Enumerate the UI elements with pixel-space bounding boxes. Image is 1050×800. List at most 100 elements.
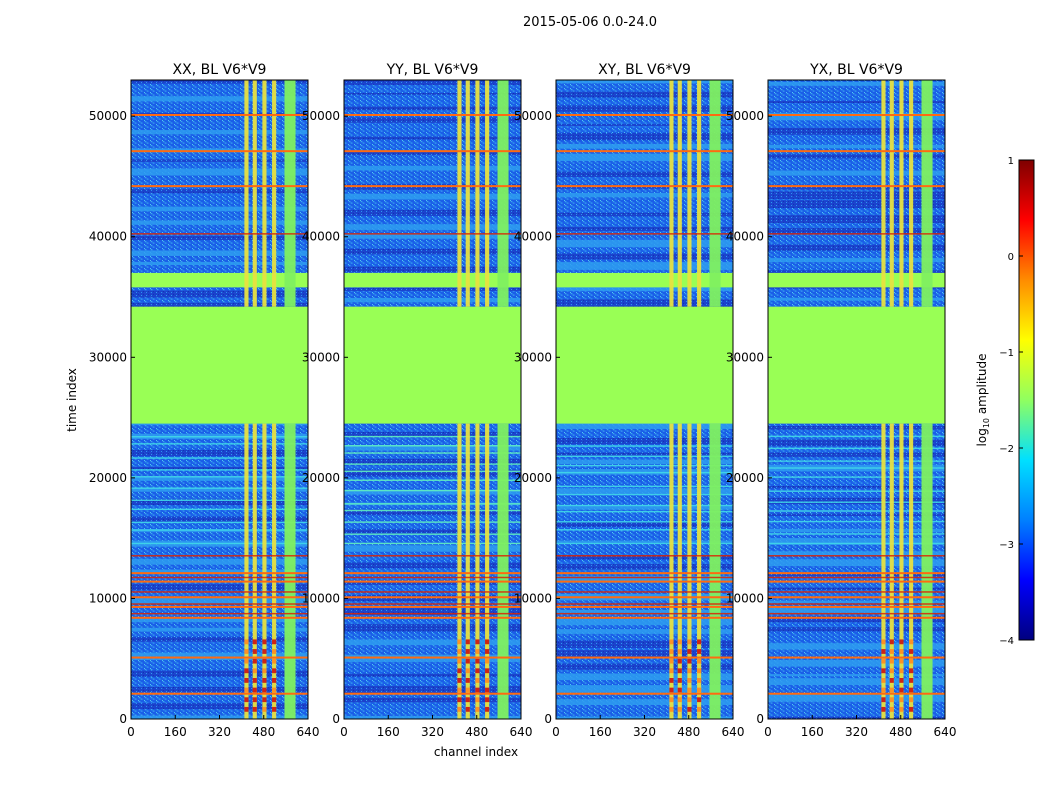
rfi-column (244, 423, 249, 719)
rfi-column (709, 423, 721, 719)
y-tick-label: 50000 (302, 109, 340, 123)
x-tick-label: 480 (465, 725, 488, 739)
rfi-line (344, 113, 521, 116)
colorbar-scale (1018, 159, 1035, 641)
rfi-line (556, 596, 733, 599)
rfi-line (768, 616, 945, 619)
x-tick-label: 160 (377, 725, 400, 739)
rfi-column (497, 80, 509, 307)
x-tick-label: 0 (127, 725, 135, 739)
rfi-column (457, 80, 462, 307)
rfi-line (344, 150, 521, 153)
rfi-line (556, 572, 733, 575)
rfi-line (131, 656, 308, 659)
rfi-line (556, 692, 733, 695)
colorbar-tick-label: −3 (999, 540, 1014, 551)
x-tick-label: 320 (421, 725, 444, 739)
rfi-column (687, 80, 692, 307)
y-tick-label: 50000 (89, 109, 127, 123)
rfi-column (669, 423, 674, 719)
x-tick-label: 0 (764, 725, 772, 739)
y-tick-label: 0 (332, 712, 340, 726)
rfi-column (881, 80, 886, 307)
rfi-line (131, 572, 308, 575)
heatmap-panel-yy: YY, BL V6*V9 0 160 320 480 640 0 10000 20000 3000… (302, 62, 533, 739)
rfi-line (131, 580, 308, 583)
shared-ylabel: time index (65, 368, 79, 432)
rfi-column (475, 80, 480, 307)
x-tick-label: 640 (722, 725, 745, 739)
rfi-line (131, 596, 308, 599)
rfi-column (244, 80, 249, 307)
rfi-line (768, 113, 945, 116)
rfi-column (284, 80, 296, 307)
colorbar-tick-label: 1 (1008, 156, 1014, 167)
y-tick-label: 40000 (726, 230, 764, 244)
y-tick-label: 40000 (89, 230, 127, 244)
rfi-column (272, 80, 277, 307)
rfi-line (556, 580, 733, 583)
rfi-line (131, 616, 308, 619)
flagged-block (768, 306, 945, 424)
rfi-line (131, 150, 308, 153)
y-tick-label: 10000 (302, 591, 340, 605)
rfi-line (768, 692, 945, 695)
rfi-column (252, 80, 257, 307)
rfi-line (344, 616, 521, 619)
y-tick-label: 0 (756, 712, 764, 726)
y-tick-label: 40000 (302, 230, 340, 244)
rfi-column (921, 423, 933, 719)
rfi-line (556, 656, 733, 659)
y-tick-label: 30000 (726, 350, 764, 364)
rfi-column (687, 423, 692, 719)
rfi-column (262, 80, 267, 307)
y-tick-label: 50000 (726, 109, 764, 123)
x-tick-label: 640 (510, 725, 533, 739)
rfi-column (889, 423, 894, 719)
figure-title: 2015-05-06 0.0-24.0 (523, 15, 657, 30)
rfi-line (556, 605, 733, 608)
rfi-column (465, 80, 470, 307)
y-tick-label: 20000 (302, 471, 340, 485)
rfi-line (344, 580, 521, 583)
rfi-column (475, 423, 480, 719)
rfi-column (899, 80, 904, 307)
y-tick-label: 10000 (726, 591, 764, 605)
rfi-column (465, 423, 470, 719)
rfi-line (768, 572, 945, 575)
x-tick-label: 320 (633, 725, 656, 739)
rfi-line (344, 572, 521, 575)
rfi-line (768, 580, 945, 583)
rfi-line (131, 113, 308, 116)
rfi-column (485, 423, 490, 719)
rfi-column (921, 80, 933, 307)
panel-title: XY, BL V6*V9 (598, 62, 691, 78)
y-tick-label: 10000 (89, 591, 127, 605)
rfi-column (889, 80, 894, 307)
y-tick-label: 20000 (89, 471, 127, 485)
y-tick-label: 30000 (89, 350, 127, 364)
panels: XX, BL V6*V9 0 160 320 480 640 0 10000 20000 3000… (89, 62, 957, 739)
heatmap-panel-yx: YX, BL V6*V9 0 160 320 480 640 0 10000 20000 3000… (726, 62, 957, 739)
y-tick-label: 0 (544, 712, 552, 726)
rfi-line (768, 605, 945, 608)
x-tick-label: 0 (340, 725, 348, 739)
rfi-line (556, 616, 733, 619)
heatmap-panel-xx: XX, BL V6*V9 0 160 320 480 640 0 10000 20000 3000… (89, 62, 320, 739)
rfi-column (677, 80, 682, 307)
y-tick-label: 0 (119, 712, 127, 726)
colorbar-tick-label: −2 (999, 444, 1014, 455)
y-tick-label: 50000 (514, 109, 552, 123)
x-tick-label: 160 (164, 725, 187, 739)
heatmap-image (556, 80, 733, 719)
x-tick-label: 320 (845, 725, 868, 739)
shared-xlabel: channel index (434, 745, 518, 759)
panel-title: YX, BL V6*V9 (809, 62, 903, 78)
y-tick-label: 30000 (302, 350, 340, 364)
flagged-block (344, 306, 521, 424)
rfi-line (344, 596, 521, 599)
rfi-column (272, 423, 277, 719)
rfi-line (131, 605, 308, 608)
rfi-line (344, 656, 521, 659)
